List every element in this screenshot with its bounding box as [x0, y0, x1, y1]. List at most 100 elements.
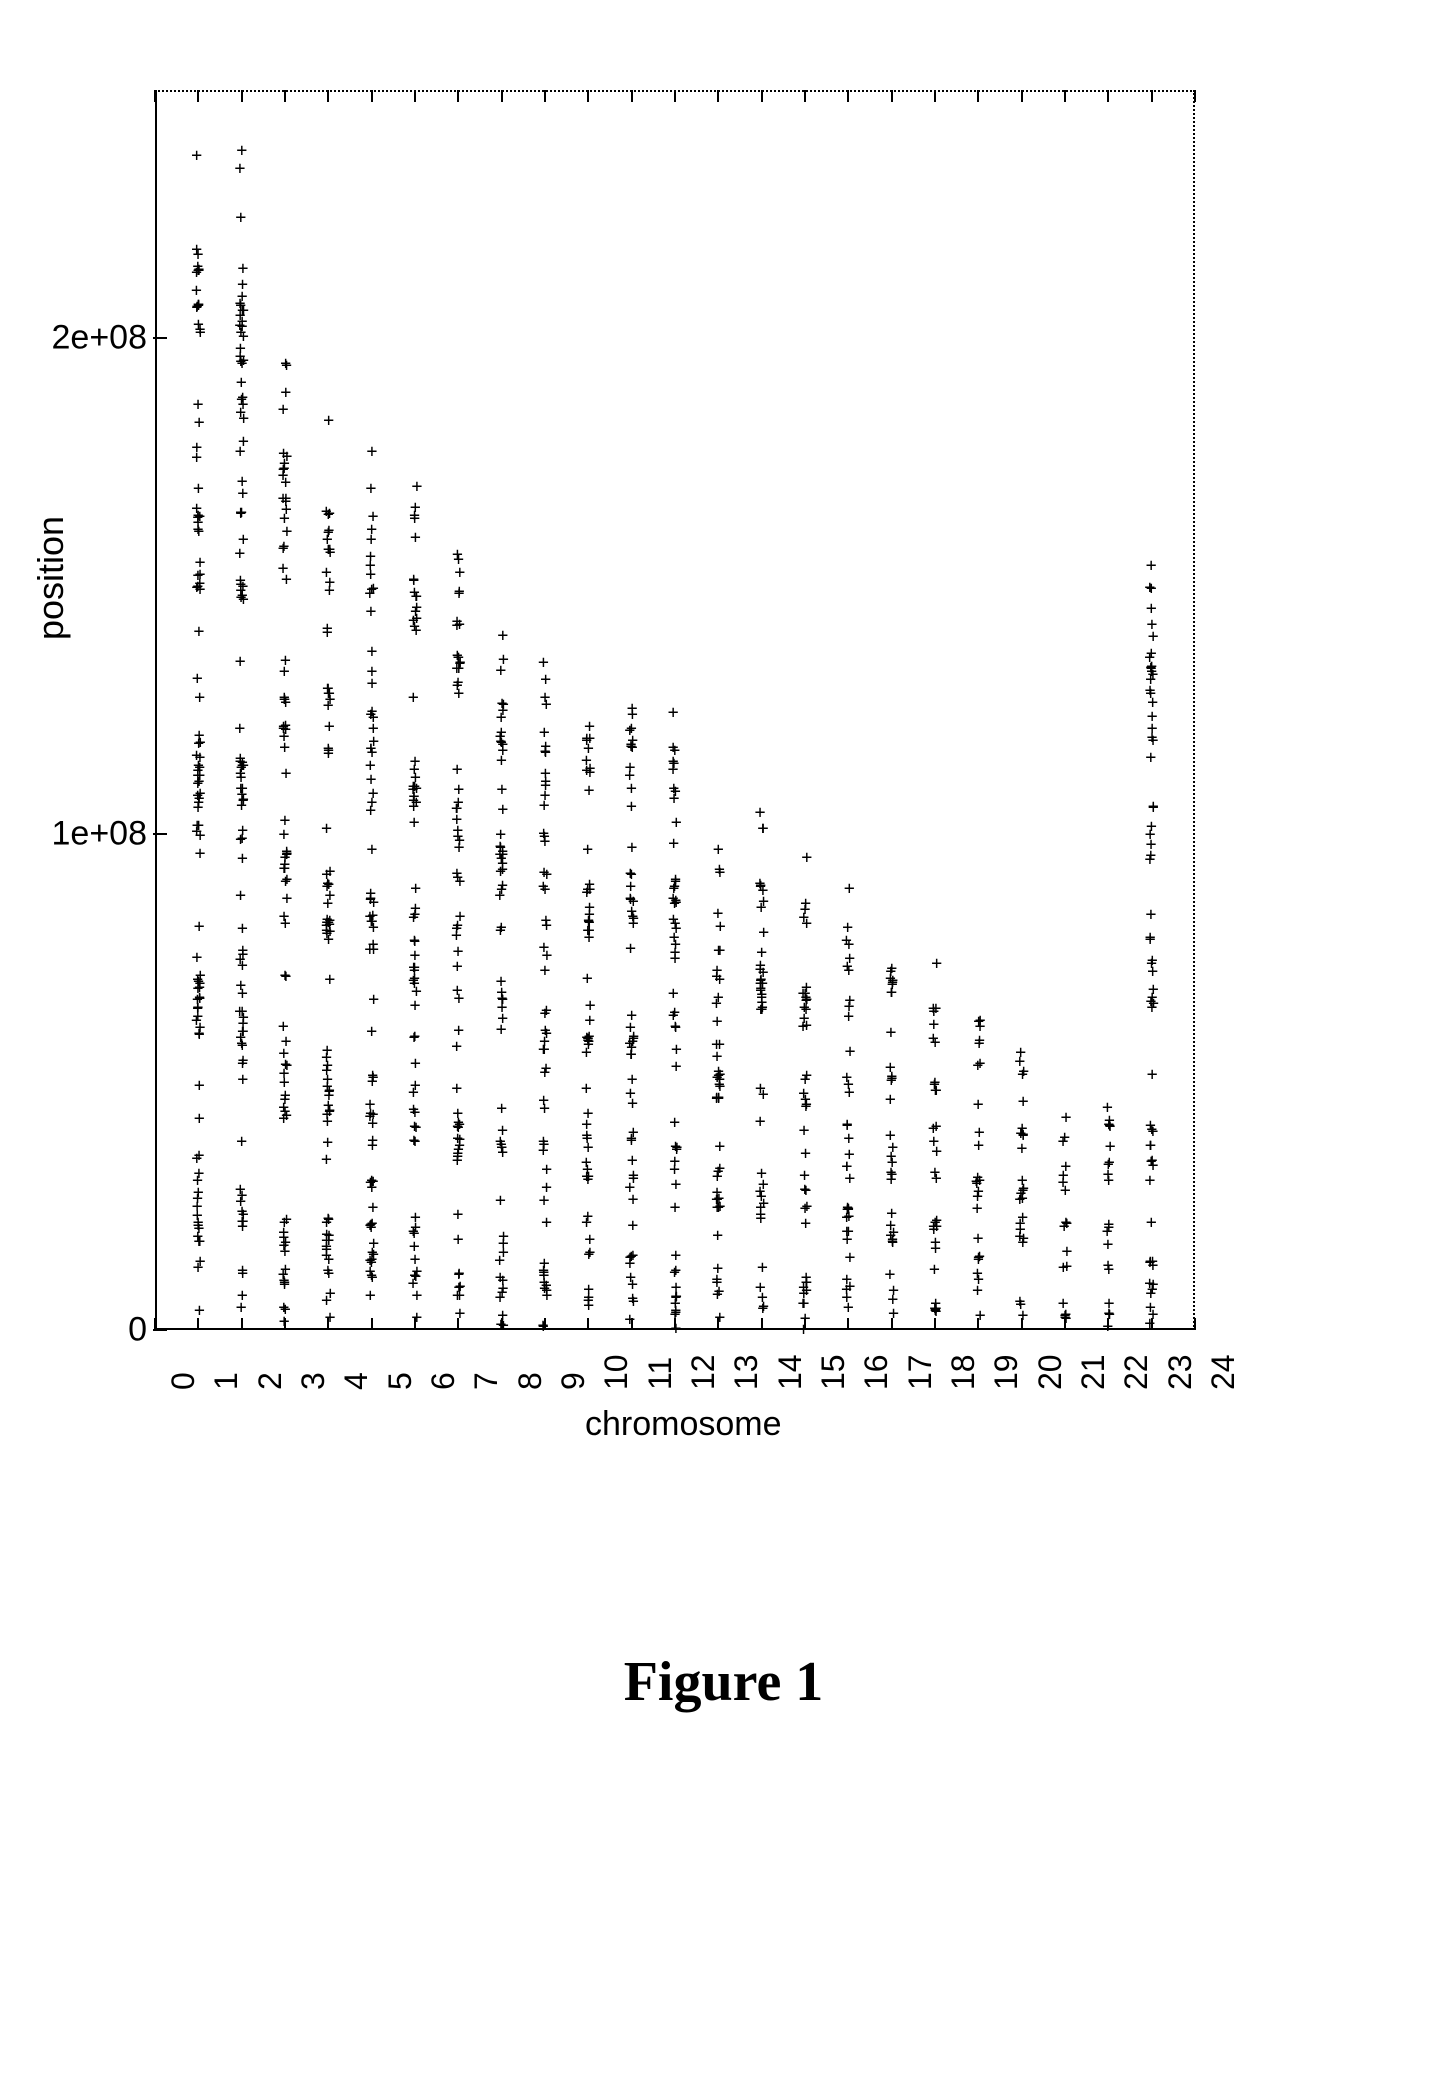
data-point: + — [625, 878, 636, 896]
data-point: + — [235, 353, 246, 371]
data-point: + — [236, 769, 247, 787]
data-point: + — [755, 1080, 766, 1098]
data-point: + — [844, 1170, 855, 1188]
data-point: + — [451, 800, 462, 818]
data-point: + — [365, 1287, 376, 1305]
data-point: + — [498, 1228, 509, 1246]
data-point: + — [581, 1080, 592, 1098]
data-point: + — [628, 1191, 639, 1209]
data-point: + — [541, 1214, 552, 1232]
x-tick-mark-top — [587, 90, 589, 102]
data-point: + — [193, 1214, 204, 1232]
data-point: + — [409, 1029, 420, 1047]
data-point: + — [973, 1013, 984, 1031]
data-point: + — [324, 912, 335, 930]
data-point: + — [366, 1172, 377, 1190]
data-point: + — [452, 761, 463, 779]
data-point: + — [584, 899, 595, 917]
data-point: + — [1146, 600, 1157, 618]
data-point: + — [364, 585, 375, 603]
data-point: + — [498, 1317, 509, 1335]
data-point: + — [624, 767, 635, 785]
x-tick-mark-top — [1021, 90, 1023, 102]
data-point: + — [1018, 1063, 1029, 1081]
data-point: + — [281, 501, 292, 519]
data-point: + — [929, 1164, 940, 1182]
data-point: + — [497, 627, 508, 645]
data-point: + — [366, 740, 377, 758]
data-point: + — [194, 990, 205, 1008]
data-point: + — [324, 574, 335, 592]
data-point: + — [195, 321, 206, 339]
data-point: + — [322, 624, 333, 642]
data-point: + — [236, 391, 247, 409]
data-point: + — [323, 1265, 334, 1283]
data-point: + — [366, 531, 377, 549]
data-point: + — [538, 939, 549, 957]
data-point: + — [453, 1022, 464, 1040]
data-point: + — [452, 865, 463, 883]
data-point: + — [714, 1138, 725, 1156]
data-point: + — [844, 880, 855, 898]
data-point: + — [368, 991, 379, 1009]
data-point: + — [236, 1299, 247, 1317]
data-point: + — [496, 781, 507, 799]
data-point: + — [713, 841, 724, 859]
data-point: + — [193, 261, 204, 279]
data-point: + — [410, 997, 421, 1015]
data-point: + — [194, 1302, 205, 1320]
data-point: + — [844, 992, 855, 1010]
data-point: + — [584, 718, 595, 736]
data-point: + — [454, 583, 465, 601]
data-point: + — [758, 924, 769, 942]
data-point: + — [1104, 1295, 1115, 1313]
data-point: + — [1146, 557, 1157, 575]
data-point: + — [367, 1137, 378, 1155]
data-point: + — [1103, 1236, 1114, 1254]
data-point: + — [1147, 1152, 1158, 1170]
data-point: + — [237, 850, 248, 868]
x-tick-label: 0 — [165, 1372, 202, 1390]
data-point: + — [495, 733, 506, 751]
data-point: + — [541, 1161, 552, 1179]
x-tick-label: 2 — [252, 1372, 289, 1390]
data-point: + — [1147, 1123, 1158, 1141]
data-point: + — [194, 1026, 205, 1044]
x-tick-mark-top — [327, 90, 329, 102]
data-point: + — [280, 1103, 291, 1121]
data-point: + — [278, 560, 289, 578]
data-point: + — [757, 1259, 768, 1277]
data-point: + — [322, 1134, 333, 1152]
data-point: + — [1060, 1182, 1071, 1200]
page: position +++++++++++++++++++++++++++++++… — [0, 0, 1447, 2100]
data-point: + — [279, 1214, 290, 1232]
data-point: + — [367, 841, 378, 859]
data-point: + — [842, 1116, 853, 1134]
data-point: + — [195, 967, 206, 985]
data-point: + — [325, 863, 336, 881]
data-point: + — [279, 1237, 290, 1255]
data-point: + — [235, 1029, 246, 1047]
data-point: + — [928, 1221, 939, 1239]
data-point: + — [235, 750, 246, 768]
data-point: + — [194, 1165, 205, 1183]
data-point: + — [193, 480, 204, 498]
data-point: + — [973, 1271, 984, 1289]
x-tick-mark-top — [371, 90, 373, 102]
data-point: + — [669, 929, 680, 947]
data-point: + — [581, 1168, 592, 1186]
data-point: + — [194, 414, 205, 432]
data-point: + — [713, 1199, 724, 1217]
x-tick-mark-top — [284, 90, 286, 102]
data-point: + — [755, 878, 766, 896]
data-point: + — [237, 920, 248, 938]
data-point: + — [539, 1192, 550, 1210]
data-point: + — [234, 160, 245, 178]
data-point: + — [581, 1214, 592, 1232]
data-point: + — [888, 1282, 899, 1300]
x-tick-label: 14 — [772, 1354, 809, 1390]
data-point: + — [540, 962, 551, 980]
x-tick-mark-top — [457, 90, 459, 102]
x-tick-mark-top — [804, 90, 806, 102]
data-point: + — [193, 817, 204, 835]
